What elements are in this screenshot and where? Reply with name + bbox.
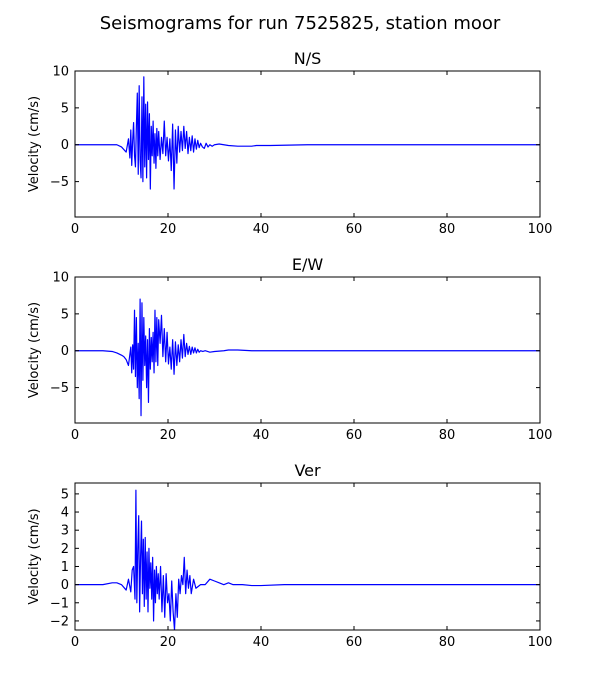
y-tick-label-n-s: 5 — [61, 101, 69, 116]
x-tick-label-e-w: 0 — [71, 428, 79, 443]
x-tick-label-e-w: 20 — [160, 428, 177, 443]
y-tick-label-ver: −2 — [50, 614, 69, 629]
y-tick-label-e-w: 10 — [52, 271, 69, 286]
figure-title: Seismograms for run 7525825, station moo… — [100, 13, 501, 34]
y-tick-label-ver: −1 — [50, 596, 69, 611]
y-axis-label-e-w: Velocity (cm/s) — [27, 302, 42, 398]
panel-n-s: N/S 0 20 40 60 80 100 10 5 0 −5 Velocity (cm/s) — [27, 49, 552, 237]
y-tick-label-ver: 4 — [61, 506, 69, 521]
y-tick-label-e-w: −5 — [50, 381, 69, 396]
series-line-ver-0 — [75, 489, 540, 630]
x-tick-label-e-w: 100 — [528, 428, 553, 443]
y-tick-label-ver: 0 — [61, 578, 69, 593]
x-tick-label-n-s: 60 — [346, 222, 363, 237]
panel-e-w: E/W 0 20 40 60 80 100 10 5 0 −5 Velocity (cm/s) — [27, 255, 552, 443]
y-tick-label-e-w: 5 — [61, 307, 69, 322]
y-tick-label-ver: 5 — [61, 487, 69, 502]
y-axis-label-n-s: Velocity (cm/s) — [27, 96, 42, 192]
panel-title-e-w: E/W — [292, 255, 324, 274]
series-line-n-s-0 — [75, 76, 540, 190]
x-tick-label-n-s: 0 — [71, 222, 79, 237]
panel-title-ver: Ver — [294, 461, 321, 480]
y-tick-label-ver: 3 — [61, 524, 69, 539]
x-tick-label-ver: 60 — [346, 635, 363, 650]
x-tick-label-e-w: 40 — [253, 428, 270, 443]
y-tick-label-e-w: 0 — [61, 344, 69, 359]
axes-frame-n-s — [74, 70, 541, 218]
x-tick-label-ver: 0 — [71, 635, 79, 650]
panel-title-n-s: N/S — [294, 49, 322, 68]
series-line-e-w-0 — [75, 298, 540, 417]
y-tick-label-n-s: 10 — [52, 65, 69, 80]
x-tick-label-n-s: 100 — [528, 222, 553, 237]
x-tick-label-ver: 100 — [528, 635, 553, 650]
panel-ver: Ver 0 20 40 60 80 100 5 4 3 2 1 0 −1 −2 Velocity (cm/s) — [27, 461, 552, 650]
x-tick-label-ver: 20 — [160, 635, 177, 650]
y-tick-label-n-s: 0 — [61, 138, 69, 153]
y-tick-label-ver: 2 — [61, 542, 69, 557]
axes-frame-ver — [74, 482, 541, 631]
x-tick-label-ver: 40 — [253, 635, 270, 650]
y-axis-label-ver: Velocity (cm/s) — [27, 508, 42, 604]
x-tick-label-n-s: 20 — [160, 222, 177, 237]
x-tick-label-e-w: 60 — [346, 428, 363, 443]
x-tick-label-n-s: 80 — [439, 222, 456, 237]
x-tick-label-ver: 80 — [439, 635, 456, 650]
x-tick-label-e-w: 80 — [439, 428, 456, 443]
y-tick-label-n-s: −5 — [50, 175, 69, 190]
y-tick-label-ver: 1 — [61, 560, 69, 575]
axes-frame-e-w — [74, 276, 541, 424]
x-tick-label-n-s: 40 — [253, 222, 270, 237]
